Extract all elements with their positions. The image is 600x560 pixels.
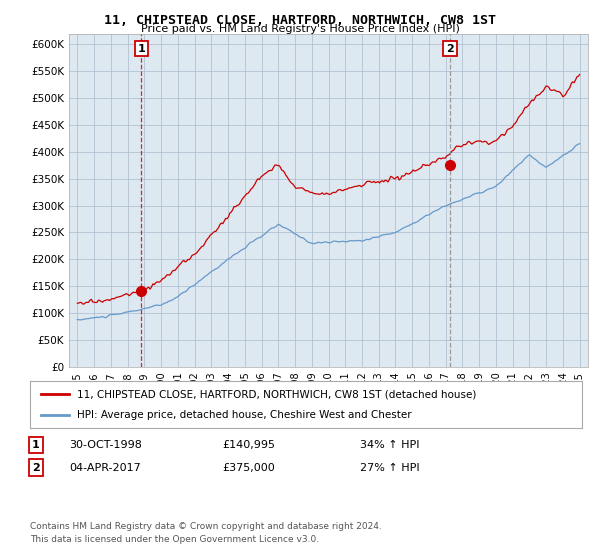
Text: £140,995: £140,995 xyxy=(222,440,275,450)
Text: Price paid vs. HM Land Registry's House Price Index (HPI): Price paid vs. HM Land Registry's House … xyxy=(140,24,460,34)
Text: 04-APR-2017: 04-APR-2017 xyxy=(69,463,141,473)
Text: Contains HM Land Registry data © Crown copyright and database right 2024.: Contains HM Land Registry data © Crown c… xyxy=(30,522,382,531)
Text: 2: 2 xyxy=(446,44,454,54)
Text: £375,000: £375,000 xyxy=(222,463,275,473)
Text: 34% ↑ HPI: 34% ↑ HPI xyxy=(360,440,419,450)
Text: 27% ↑ HPI: 27% ↑ HPI xyxy=(360,463,419,473)
Text: 2: 2 xyxy=(32,463,40,473)
Text: 30-OCT-1998: 30-OCT-1998 xyxy=(69,440,142,450)
Text: 11, CHIPSTEAD CLOSE, HARTFORD, NORTHWICH, CW8 1ST (detached house): 11, CHIPSTEAD CLOSE, HARTFORD, NORTHWICH… xyxy=(77,389,476,399)
Text: 1: 1 xyxy=(32,440,40,450)
Text: 11, CHIPSTEAD CLOSE, HARTFORD, NORTHWICH, CW8 1ST: 11, CHIPSTEAD CLOSE, HARTFORD, NORTHWICH… xyxy=(104,14,496,27)
Text: HPI: Average price, detached house, Cheshire West and Chester: HPI: Average price, detached house, Ches… xyxy=(77,410,412,420)
Text: This data is licensed under the Open Government Licence v3.0.: This data is licensed under the Open Gov… xyxy=(30,534,319,544)
Text: 1: 1 xyxy=(137,44,145,54)
